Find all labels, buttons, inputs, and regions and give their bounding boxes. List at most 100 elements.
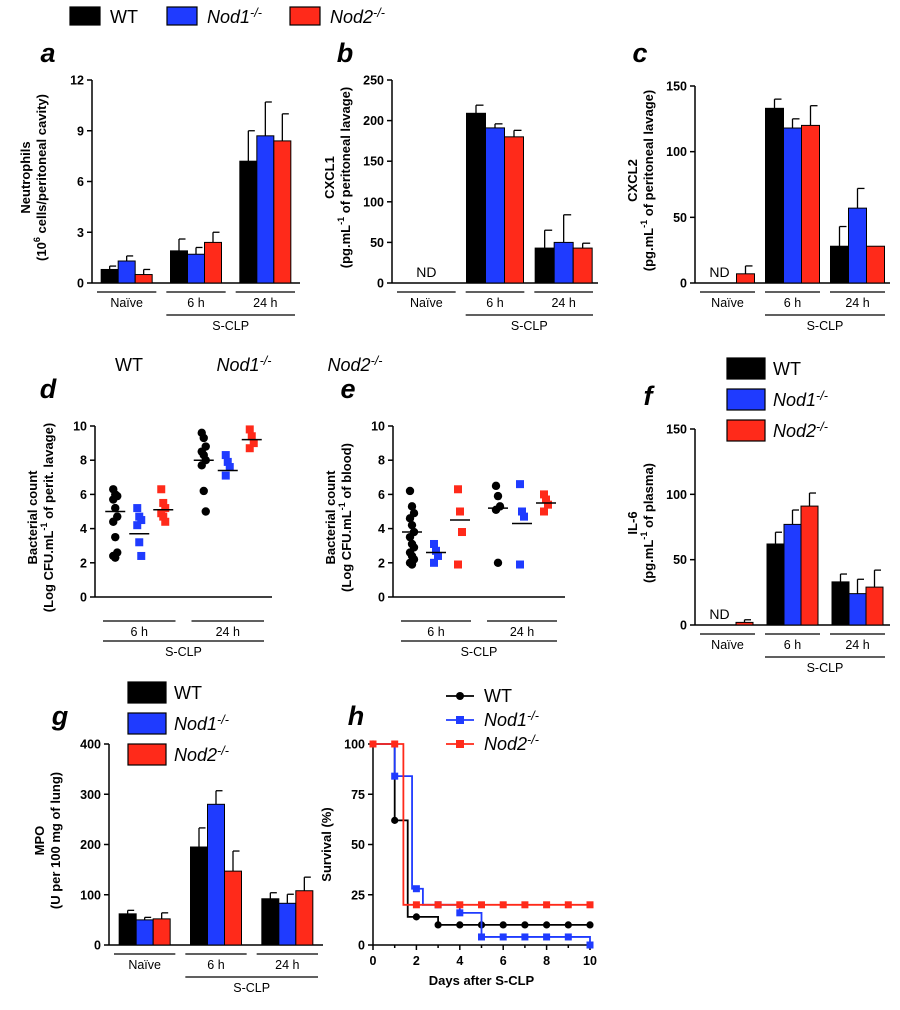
y-tick-label: 0 [377,277,384,291]
legend-label: WT [484,686,512,706]
label-base: WT [110,7,138,27]
label-base: Nod2 [484,734,527,754]
survival-point [478,901,485,909]
group-label: Naïve [110,296,143,310]
y-tick-label: 6 [378,488,385,502]
survival-point [543,921,551,929]
bracket-label: S-CLP [165,645,202,659]
bar [830,245,849,284]
bar [735,621,754,626]
group-label: 24 h [551,296,575,310]
survival-point [564,901,572,909]
bar [831,581,850,626]
survival-point [434,901,442,909]
survival-curve [373,743,590,926]
column-header: WT [115,355,143,375]
survival-point [412,885,420,893]
survival-point [521,901,529,909]
legend-label: WT [773,359,801,379]
y-tick-label: 200 [363,114,384,128]
scatter-point [247,432,256,441]
scatter-point [520,512,528,521]
legend-marker [456,740,464,748]
scatter-point [161,504,170,513]
y-tick-label: 150 [666,423,687,437]
survival-point [543,901,551,909]
y-axis-label: Bacterial count [25,470,40,565]
group-label: 6 h [784,296,801,310]
legend-marker [456,692,464,700]
scatter-point [407,502,417,511]
label-sup: 6 [32,237,42,242]
label-sup: -/- [527,709,539,723]
bar [152,918,171,946]
x-tick-label: 6 [500,954,507,968]
y-tick-label: 10 [73,420,87,434]
group-label: 6 h [207,958,224,972]
survival-point [412,913,420,921]
legend-swatch [127,743,167,766]
scatter-point [516,480,524,489]
panel-letter: c [632,38,647,68]
label-rest: cells/peritoneal cavity) [34,94,49,237]
survival-point [586,921,594,929]
panel-letter: d [40,374,57,404]
label-rest: of plasma) [641,463,656,532]
y-axis-label-units: (106 cells/peritoneal cavity) [32,94,49,261]
group-label: 6 h [187,296,204,310]
bar [117,260,136,284]
bar [273,140,292,284]
y-tick-label: 100 [666,488,687,502]
scatter-point [223,457,232,466]
survival-point [456,921,464,929]
y-tick-label: 75 [351,788,365,802]
scatter-point [407,560,417,569]
scatter-point [199,486,208,496]
legend-label: Nod2-/- [330,6,385,27]
label-base: (pg.mL [641,540,656,583]
survival-point [499,921,507,929]
bar [204,241,222,284]
label-base: WT [115,355,143,375]
nd-label: ND [709,606,729,622]
bracket-label: S-CLP [807,319,844,333]
bar [187,253,205,284]
y-tick-label: 0 [680,277,687,291]
y-tick-label: 4 [80,522,87,536]
legend-label: Nod1-/- [773,389,828,410]
y-tick-label: 50 [673,211,687,225]
bar [783,523,802,626]
survival-curve [373,743,591,945]
label-base: Nod1 [174,714,217,734]
survival-point [369,740,377,748]
scatter-point [454,560,462,569]
group-label: Naïve [711,296,744,310]
survival-point [564,933,572,941]
group-label: 6 h [486,296,503,310]
column-header: Nod2-/- [328,354,383,375]
scatter-point [430,539,438,548]
y-axis-label: Survival (%) [319,807,334,881]
label-base: Nod2 [328,355,371,375]
survival-point [499,901,507,909]
group-label: 6 h [427,625,444,639]
bar [800,505,819,626]
y-tick-label: 12 [70,74,84,88]
group-label: 24 h [216,625,240,639]
legend-label: Nod2-/- [773,420,828,441]
y-tick-label: 100 [344,738,365,752]
legend-swatch [726,357,766,380]
panel-letter: f [644,381,656,411]
label-base: (10 [34,242,49,261]
label-rest: of blood) [339,443,354,502]
survival-point [434,921,442,929]
label-base: WT [174,683,202,703]
label-rest: of peritoneal lavage) [338,87,353,217]
bracket-label: S-CLP [807,661,844,675]
scatter-point [135,538,144,547]
legend-label: Nod2-/- [174,744,229,765]
label-base: Nod1 [217,355,260,375]
y-tick-label: 2 [378,556,385,570]
legend-label: Nod2-/- [484,733,539,754]
label-base: Nod2 [174,745,217,765]
